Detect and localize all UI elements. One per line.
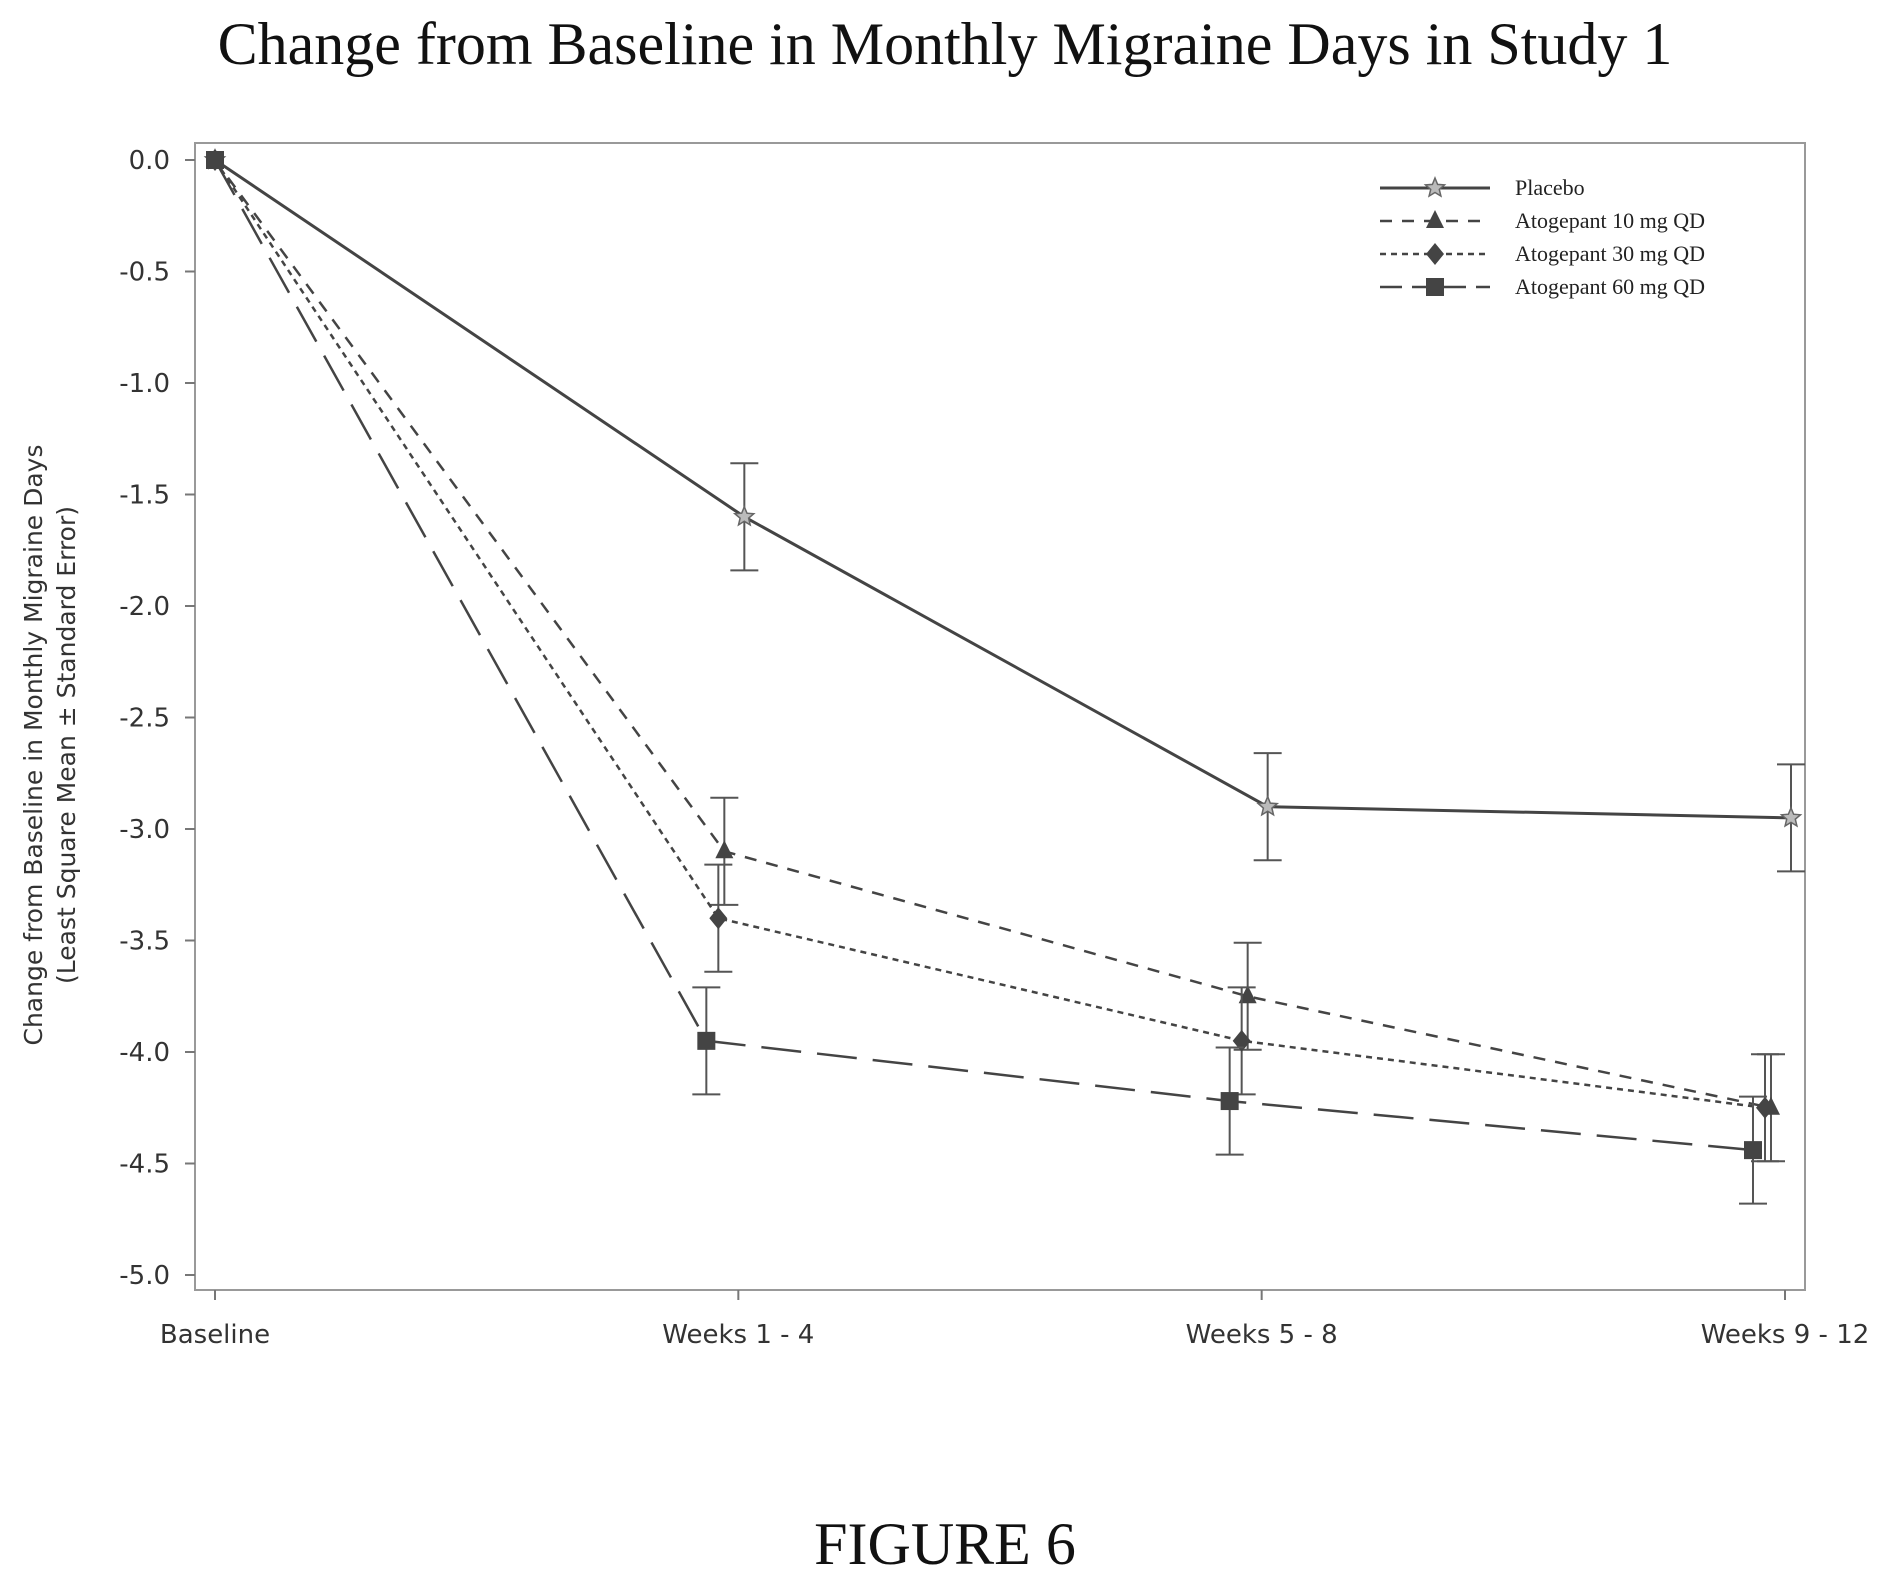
y-axis-label-line2: (Least Square Mean ± Standard Error) (52, 506, 81, 984)
square-marker (697, 1031, 716, 1050)
legend-label: Atogepant 10 mg QD (1515, 208, 1705, 233)
triangle-marker (715, 840, 734, 859)
series-atogepant-60-mg-qd (206, 151, 1767, 1205)
series-layer (203, 148, 1805, 1205)
y-tick-label: -1.5 (119, 481, 170, 511)
series-line (213, 159, 1754, 1152)
y-axis-label-line1: Change from Baseline in Monthly Migraine… (19, 444, 48, 1045)
star-marker (1256, 794, 1280, 817)
y-tick-label: 0.0 (129, 146, 170, 176)
square-marker (1426, 278, 1444, 296)
star-marker (1423, 176, 1447, 198)
triangle-marker (1238, 985, 1257, 1004)
y-tick-label: -0.5 (119, 258, 170, 288)
y-tick-label: -3.5 (119, 927, 170, 957)
square-marker (1220, 1092, 1239, 1111)
y-tick-label: -4.0 (119, 1038, 170, 1068)
x-tick-label: Weeks 5 - 8 (1186, 1320, 1338, 1350)
series-line (213, 159, 1766, 1110)
star-marker (1779, 805, 1803, 828)
figure-label: FIGURE 6 (814, 1511, 1076, 1577)
x-tick-label: Baseline (160, 1320, 270, 1350)
y-tick-label: -3.0 (119, 815, 170, 845)
series-line (214, 158, 1792, 820)
x-axis: Baseline Weeks 1 - 4 Weeks 5 - 8 Weeks 9 - … (160, 1290, 1869, 1350)
triangle-marker (1426, 210, 1444, 228)
square-marker (206, 151, 224, 169)
legend-label: Atogepant 30 mg QD (1515, 241, 1705, 266)
y-tick-label: -2.5 (119, 704, 170, 734)
y-tick-label: -4.5 (119, 1150, 170, 1180)
series-line (213, 159, 1772, 1110)
diamond-marker (709, 907, 728, 930)
y-axis: 0.0 -0.5 -1.0 -1.5 -2.0 -2.5 -3.0 -3.5 -4.0 -4.5 -… (119, 146, 195, 1291)
series-placebo (203, 148, 1805, 873)
y-tick-label: -5.0 (119, 1261, 170, 1291)
diamond-marker (1426, 243, 1444, 265)
star-marker (732, 504, 756, 527)
x-tick-label: Weeks 1 - 4 (662, 1320, 814, 1350)
y-tick-label: -1.0 (119, 369, 170, 399)
y-tick-label: -2.0 (119, 592, 170, 622)
x-tick-label: Weeks 9 - 12 (1701, 1320, 1870, 1350)
diamond-marker (1232, 1029, 1251, 1052)
legend-label: Placebo (1515, 175, 1585, 200)
square-marker (1744, 1141, 1762, 1160)
legend-label: Atogepant 60 mg QD (1515, 274, 1705, 299)
series-atogepant-10-mg-qd (206, 149, 1785, 1163)
chart-title: Change from Baseline in Monthly Migraine… (217, 11, 1673, 77)
legend: Placebo Atogepant 10 mg QD Atogepant 30 mg… (1380, 175, 1705, 299)
diamond-marker (1756, 1096, 1774, 1119)
plot-frame (194, 142, 1806, 1291)
